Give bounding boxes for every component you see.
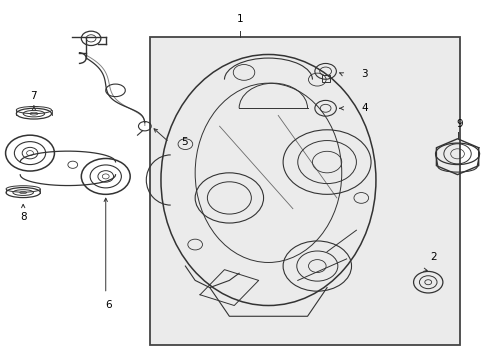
Text: 6: 6 — [105, 300, 112, 310]
Text: 7: 7 — [30, 91, 37, 101]
Bar — [150, 37, 460, 345]
Text: 5: 5 — [181, 138, 188, 147]
Text: 9: 9 — [457, 119, 464, 129]
Bar — [322, 75, 330, 82]
Text: 4: 4 — [361, 103, 368, 113]
Text: 2: 2 — [430, 252, 437, 262]
Text: 8: 8 — [20, 212, 26, 222]
Text: 1: 1 — [237, 14, 244, 24]
Text: 3: 3 — [361, 69, 368, 79]
